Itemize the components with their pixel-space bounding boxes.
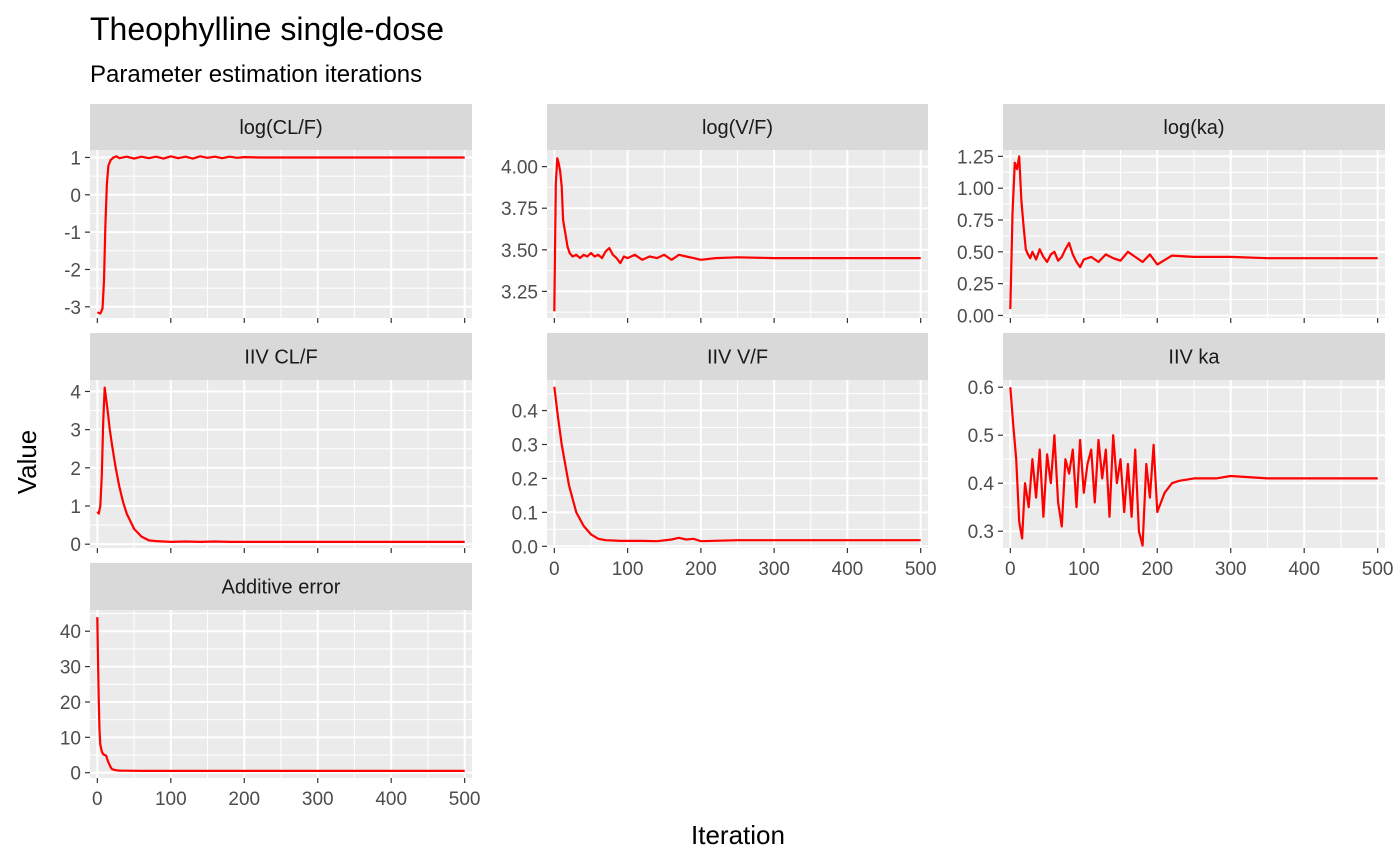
x-tick-label: 300 xyxy=(1215,559,1247,580)
facet-strip-label: IIV ka xyxy=(1168,347,1220,369)
x-axis-title: Iteration xyxy=(691,820,785,850)
y-tick-label: 40 xyxy=(60,622,81,643)
facet-strip-label: log(V/F) xyxy=(702,117,773,139)
facet-strip-label: IIV CL/F xyxy=(244,347,317,369)
facet-strip-label: Additive error xyxy=(222,577,341,599)
series-line xyxy=(96,617,465,773)
y-tick-label: 2 xyxy=(70,459,81,480)
panel-iiv-v-f: IIV V/F 0 100 200 300 400 500 0.0 0.1 0.2 0.3 0.4 xyxy=(512,333,937,580)
chart-subtitle: Parameter estimation iterations xyxy=(90,61,422,88)
x-tick-label: 200 xyxy=(228,789,260,810)
y-tick-label: 20 xyxy=(60,693,81,714)
series-line xyxy=(553,386,921,543)
y-tick-label: 0 xyxy=(70,764,81,785)
facet-strip-label: IIV V/F xyxy=(707,347,768,369)
x-tick-label: 300 xyxy=(758,559,790,580)
y-tick-label: 4 xyxy=(70,382,81,403)
y-tick-label: 3 xyxy=(70,421,81,442)
x-tick-label: 0 xyxy=(1005,559,1016,580)
x-tick-label: 500 xyxy=(1362,559,1394,580)
panel-iiv-ka: IIV ka 0 100 200 300 400 500 0.3 0.4 0.5 0.6 xyxy=(968,333,1394,580)
panel-additive-error: Additive error 0 100 200 300 400 500 0 10 20 30 40 xyxy=(60,563,481,810)
y-tick-label: 0.0 xyxy=(512,537,538,558)
y-tick-label: 3.50 xyxy=(501,241,538,262)
series-line xyxy=(96,386,465,544)
x-tick-label: 0 xyxy=(549,559,560,580)
x-tick-label: 200 xyxy=(685,559,717,580)
facet-strip xyxy=(547,333,928,380)
y-tick-label: 0.75 xyxy=(957,211,994,232)
y-tick-label: 1.25 xyxy=(957,147,994,168)
x-tick-label: 100 xyxy=(1068,559,1100,580)
y-tick-label: 10 xyxy=(60,728,81,749)
x-tick-label: 400 xyxy=(375,789,407,810)
y-tick-label: 1.00 xyxy=(957,179,994,200)
y-axis-title: Value xyxy=(12,430,42,495)
x-tick-label: 200 xyxy=(1141,559,1173,580)
panel-log-cl-f: log(CL/F) -3 -2 -1 0 1 xyxy=(64,104,472,323)
panel-log-v-f: log(V/F) 3.25 3.50 3.75 4.00 xyxy=(501,104,928,323)
facet-strip xyxy=(1003,104,1385,150)
y-tick-label: 0.4 xyxy=(968,474,995,495)
series-line xyxy=(1009,155,1378,310)
y-tick-label: -2 xyxy=(64,260,81,281)
y-tick-label: 0 xyxy=(70,535,81,556)
chart-title: Theophylline single-dose xyxy=(90,11,444,47)
y-tick-label: 30 xyxy=(60,658,81,679)
x-tick-label: 300 xyxy=(302,789,334,810)
panel-iiv-cl-f: IIV CL/F 0 1 2 3 4 xyxy=(70,333,472,556)
y-tick-label: 0.3 xyxy=(512,435,538,456)
y-tick-label: 1 xyxy=(70,148,81,169)
y-tick-label: 0 xyxy=(70,186,81,207)
x-tick-label: 400 xyxy=(832,559,864,580)
y-tick-label: 3.75 xyxy=(501,199,538,220)
x-tick-label: 400 xyxy=(1288,559,1320,580)
y-tick-label: -1 xyxy=(64,223,81,244)
panel-log-ka: log(ka) 0.00 0.25 0.50 0.75 1.00 1.25 xyxy=(957,104,1385,327)
facet-strip-label: log(ka) xyxy=(1163,117,1224,139)
y-tick-label: 0.1 xyxy=(512,503,538,524)
facet-strip xyxy=(1003,333,1385,380)
facet-panels: log(CL/F) -3 -2 -1 0 1 log(V/F) 3.25 3.50 3.75 4.0… xyxy=(60,104,1394,810)
y-tick-label: 0.2 xyxy=(512,469,538,490)
x-tick-label: 100 xyxy=(155,789,187,810)
facet-strip xyxy=(90,104,472,150)
y-tick-label: 0.5 xyxy=(968,426,994,447)
y-tick-label: -3 xyxy=(64,298,81,319)
y-tick-label: 4.00 xyxy=(501,158,538,179)
x-tick-label: 500 xyxy=(449,789,481,810)
series-line xyxy=(96,155,465,315)
facet-strip xyxy=(547,104,928,150)
facet-strip xyxy=(90,333,472,380)
x-tick-label: 100 xyxy=(612,559,644,580)
y-tick-label: 0.4 xyxy=(512,402,539,423)
y-tick-label: 3.25 xyxy=(501,282,538,303)
y-tick-label: 0.6 xyxy=(968,378,994,399)
x-tick-label: 500 xyxy=(905,559,937,580)
y-tick-label: 0.25 xyxy=(957,275,994,296)
y-tick-label: 0.3 xyxy=(968,522,994,543)
facet-strip xyxy=(90,563,472,610)
y-tick-label: 0.50 xyxy=(957,243,994,264)
x-tick-label: 0 xyxy=(92,789,103,810)
series-line xyxy=(1009,387,1378,547)
y-tick-label: 0.00 xyxy=(957,306,994,327)
facet-strip-label: log(CL/F) xyxy=(239,117,322,139)
y-tick-label: 1 xyxy=(70,497,81,518)
series-line xyxy=(553,157,921,312)
